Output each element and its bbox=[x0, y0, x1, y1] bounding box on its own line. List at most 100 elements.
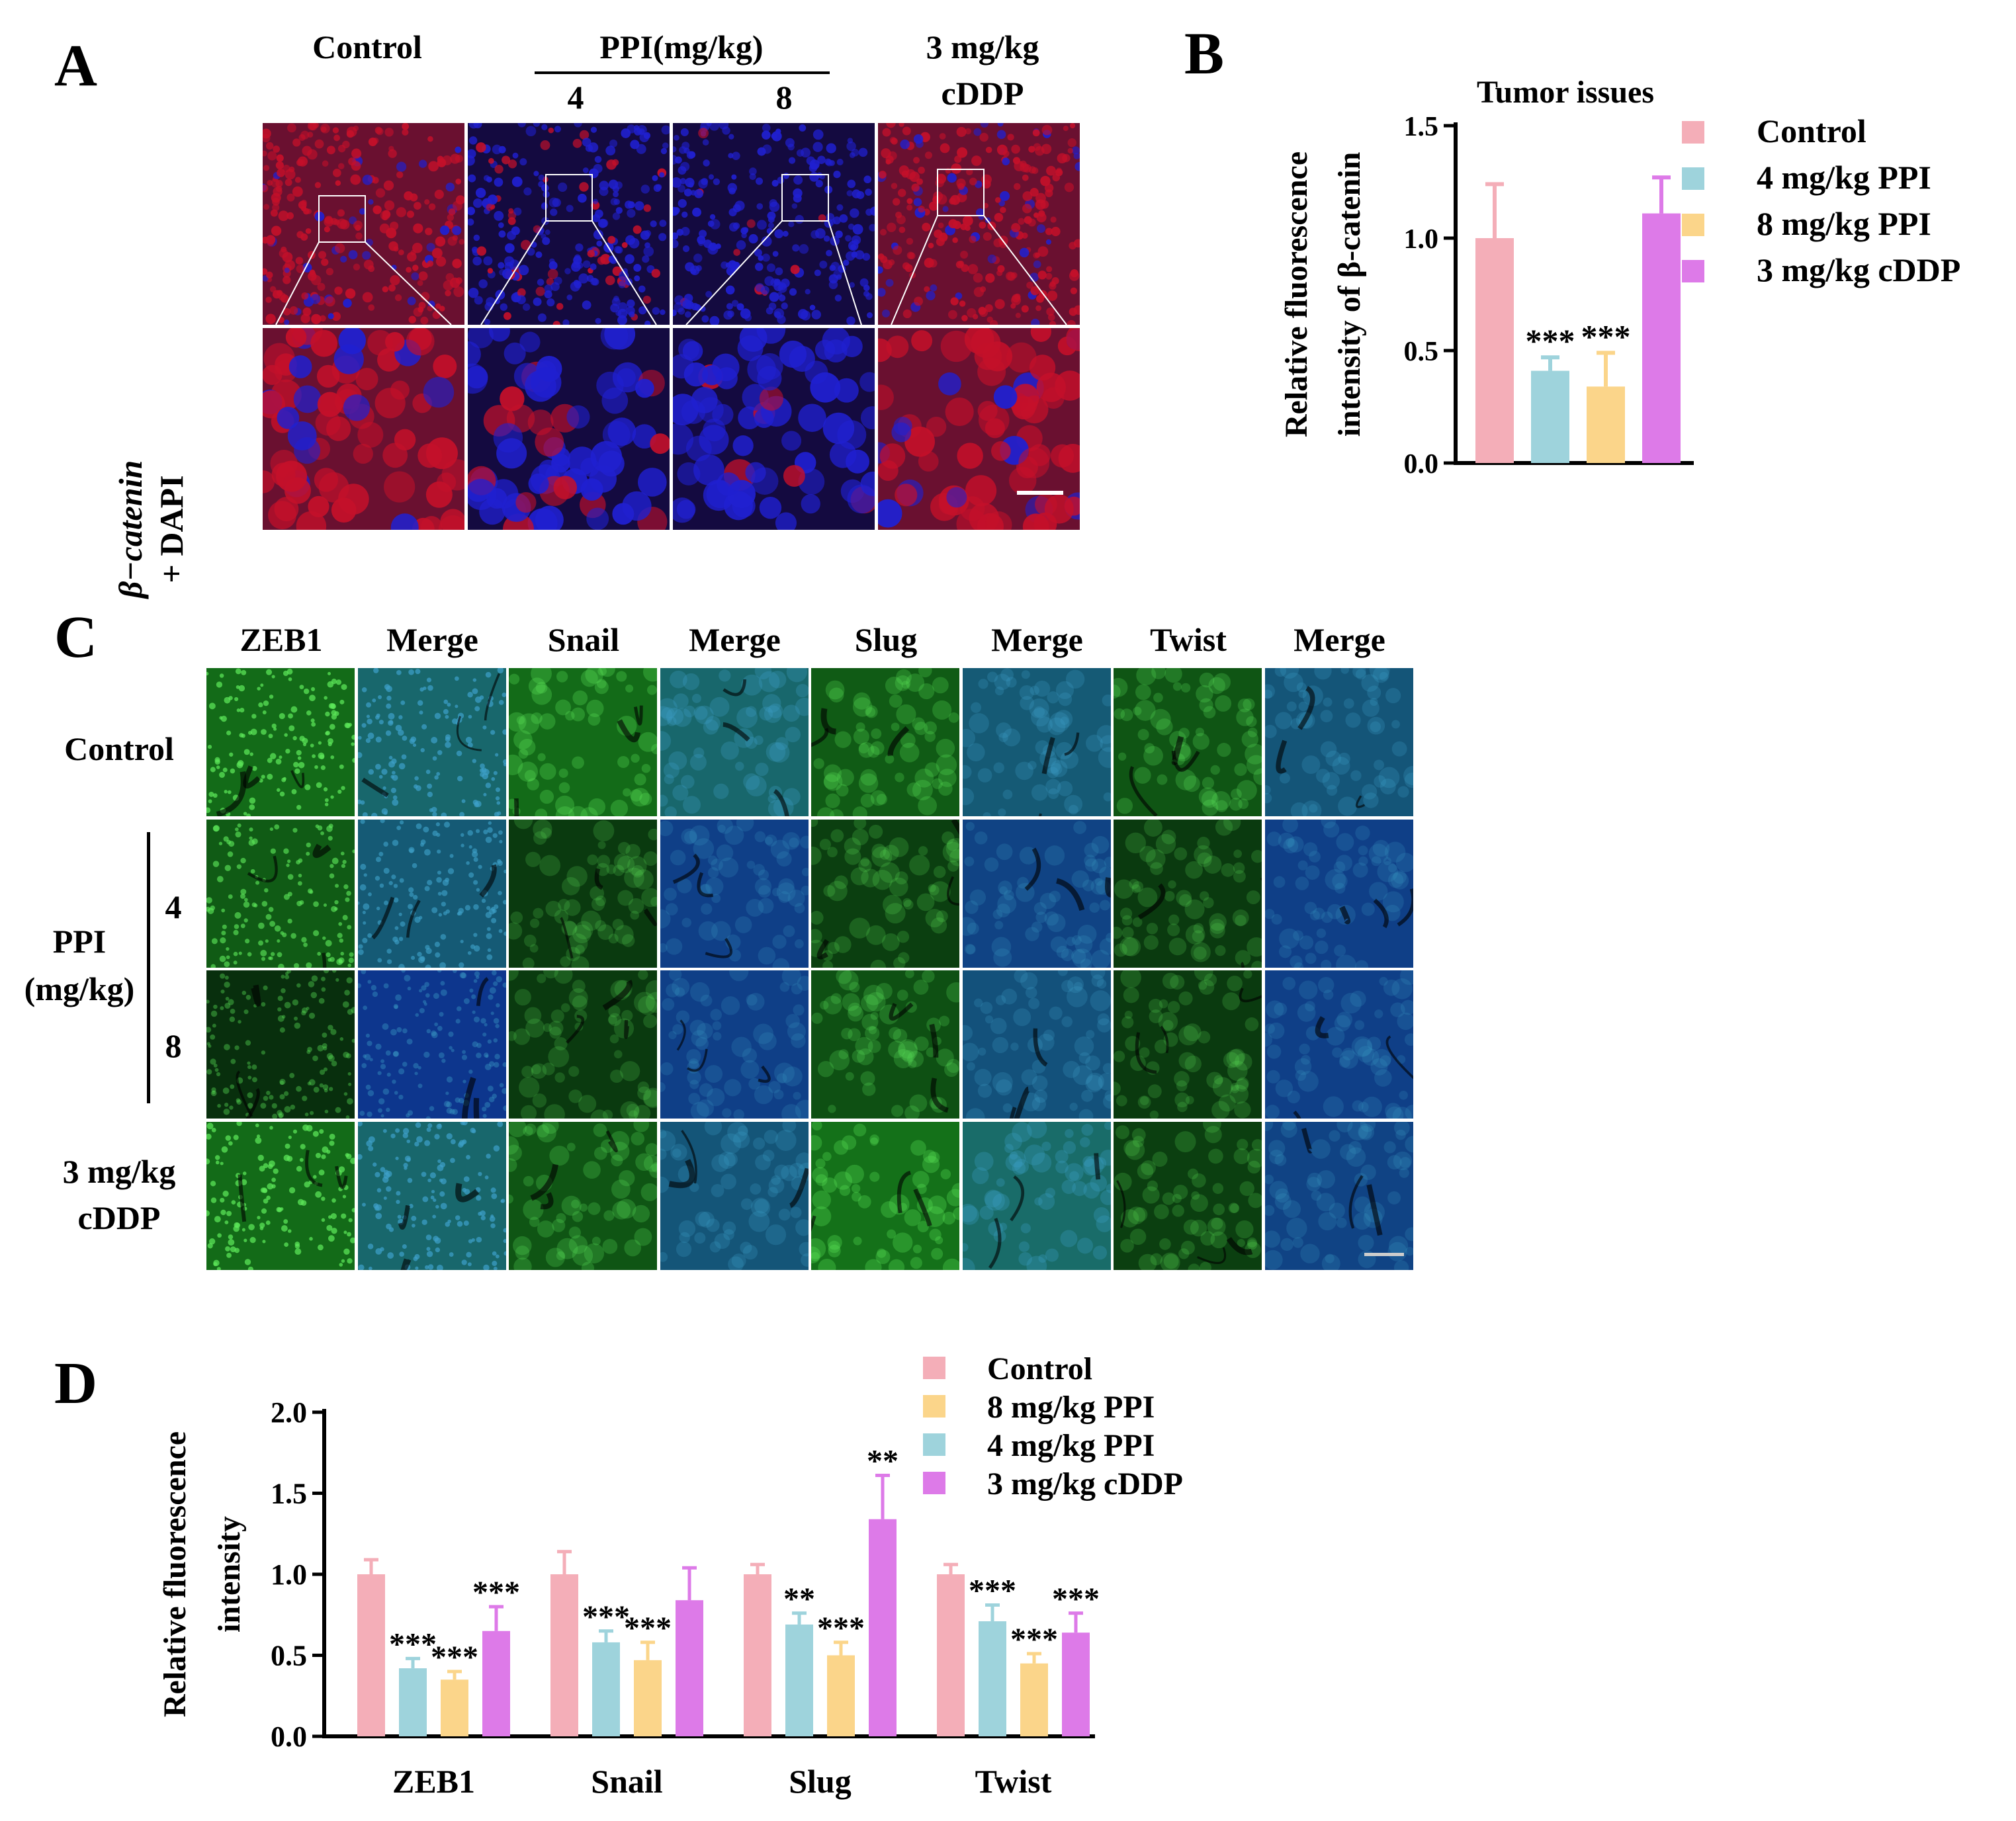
chart-d-bar bbox=[357, 1574, 385, 1736]
micrograph-c-r3-c4 bbox=[660, 970, 809, 1119]
chart-b-bar bbox=[1642, 213, 1681, 463]
micrograph-c-r4-c1 bbox=[206, 1121, 355, 1270]
chart-d-bar bbox=[676, 1600, 703, 1736]
chart-d-bar bbox=[441, 1679, 468, 1736]
micrograph-c-r3-c7 bbox=[1114, 970, 1262, 1119]
chart-d-ytick-label: 1.5 bbox=[271, 1478, 307, 1510]
micrograph-c-r2-c8 bbox=[1264, 819, 1413, 968]
chart-d-bar bbox=[550, 1574, 578, 1736]
chart-d-bar bbox=[744, 1574, 771, 1736]
panel-c-row-ppi-1: PPI bbox=[52, 923, 107, 960]
micrograph-c-r3-c2 bbox=[357, 970, 506, 1119]
chart-d-category-label: Slug bbox=[789, 1763, 852, 1800]
chart-d-annotation: *** bbox=[431, 1640, 478, 1675]
chart-d-annotation: *** bbox=[389, 1627, 437, 1662]
micrograph-c-r2-c4 bbox=[660, 819, 809, 968]
chart-d-bar bbox=[482, 1630, 510, 1736]
micrograph-a-r1-c4 bbox=[878, 123, 1080, 325]
chart-d-annotation: ** bbox=[867, 1444, 898, 1479]
micrograph-c-r2-c1 bbox=[206, 819, 355, 968]
micrograph-a-r2-c1 bbox=[263, 328, 464, 530]
chart-d-annotation: *** bbox=[969, 1574, 1016, 1609]
chart-d-annotation: *** bbox=[472, 1575, 520, 1610]
panel-a-header-cddp-1: 3 mg/kg bbox=[926, 28, 1039, 65]
chart-b-ytick-label: 1.5 bbox=[1404, 112, 1439, 142]
micrograph-a-r1-c1 bbox=[263, 123, 464, 325]
panel-c-header-4: Merge bbox=[689, 621, 781, 658]
chart-d-ytick-label: 1.0 bbox=[271, 1558, 307, 1591]
panel-a-row-label-line1: β−catenin bbox=[112, 460, 149, 599]
chart-d-bar bbox=[827, 1655, 855, 1736]
panel-c-header-6: Merge bbox=[991, 621, 1083, 658]
chart-d-legend-swatch bbox=[923, 1472, 945, 1494]
chart-d-ylabel-2: intensity bbox=[212, 1516, 247, 1632]
chart-d-annotation: *** bbox=[1010, 1622, 1058, 1657]
chart-d-annotation: *** bbox=[582, 1599, 630, 1634]
chart-d-bar bbox=[634, 1660, 662, 1736]
micrograph-a-r2-c3 bbox=[673, 328, 875, 530]
chart-b-legend-swatch bbox=[1682, 260, 1704, 282]
panel-a-row-label: β−catenin + DAPI bbox=[110, 460, 192, 599]
micrograph-c-r3-c5 bbox=[811, 970, 959, 1119]
panel-a-row-label-line2: + DAPI bbox=[153, 475, 190, 583]
chart-b-legend-label: 8 mg/kg PPI bbox=[1757, 205, 1931, 242]
chart-d-ytick-label: 2.0 bbox=[271, 1396, 307, 1429]
panel-label-a: A bbox=[54, 33, 97, 99]
panel-c-image-grid bbox=[206, 668, 1413, 1270]
chart-b-legend-label: 3 mg/kg cDDP bbox=[1757, 251, 1960, 288]
panel-c-row-ppi-8: 8 bbox=[165, 1027, 182, 1064]
chart-b-legend-swatch bbox=[1682, 214, 1704, 236]
panel-c-row-cddp-2: cDDP bbox=[77, 1199, 161, 1236]
chart-b: Tumor issues Relative fluorescence intensi… bbox=[1279, 75, 1960, 480]
panel-c-ppi-bracket bbox=[147, 832, 150, 1103]
panel-c-row-ppi-2: (mg/kg) bbox=[24, 970, 135, 1007]
panel-label-c: C bbox=[54, 605, 97, 670]
panel-c-row-cddp-1: 3 mg/kg bbox=[62, 1153, 176, 1190]
chart-d-category-label: Snail bbox=[591, 1763, 663, 1800]
micrograph-c-r4-c2 bbox=[357, 1121, 506, 1270]
chart-d-legend-swatch bbox=[923, 1357, 945, 1379]
panel-c-header-3: Snail bbox=[547, 621, 620, 658]
chart-d-bar bbox=[399, 1668, 427, 1736]
chart-d-bar bbox=[869, 1519, 897, 1736]
chart-b-legend-swatch bbox=[1682, 121, 1704, 144]
panel-a-header-cddp-2: cDDP bbox=[941, 75, 1024, 112]
chart-d-legend-label: 8 mg/kg PPI bbox=[987, 1390, 1155, 1425]
panel-a-image-grid bbox=[263, 123, 1080, 531]
chart-b-legend-label: 4 mg/kg PPI bbox=[1757, 159, 1931, 196]
panel-c-header-8: Merge bbox=[1293, 621, 1385, 658]
chart-d-legend-swatch bbox=[923, 1395, 945, 1418]
chart-d: Relative fluorescence intensity 0.0 0.5 1.0 1… bbox=[157, 1351, 1183, 1800]
micrograph-c-r4-c4 bbox=[660, 1121, 809, 1270]
micrograph-a-r2-c4 bbox=[878, 328, 1080, 530]
panel-c-row-ppi-4: 4 bbox=[165, 888, 182, 925]
chart-d-legend-label: 3 mg/kg cDDP bbox=[987, 1466, 1183, 1502]
micrograph-c-r4-c8 bbox=[1264, 1121, 1413, 1270]
micrograph-c-r2-c6 bbox=[962, 819, 1111, 968]
micrograph-c-r4-c7 bbox=[1114, 1121, 1262, 1270]
micrograph-c-r1-c3 bbox=[509, 668, 657, 816]
chart-d-bar bbox=[979, 1621, 1006, 1736]
chart-b-title: Tumor issues bbox=[1477, 75, 1654, 110]
micrograph-c-r3-c1 bbox=[206, 970, 355, 1119]
panel-c-header-7: Twist bbox=[1150, 621, 1227, 658]
micrograph-c-r4-c5 bbox=[811, 1121, 959, 1270]
chart-d-legend-label: 4 mg/kg PPI bbox=[987, 1428, 1155, 1463]
panel-label-d: D bbox=[54, 1351, 97, 1416]
micrograph-c-r3-c3 bbox=[509, 970, 657, 1119]
micrograph-a-r1-c3 bbox=[673, 123, 875, 325]
micrograph-c-r1-c2 bbox=[357, 668, 506, 816]
micrograph-c-r2-c7 bbox=[1114, 819, 1262, 968]
chart-d-annotation: *** bbox=[624, 1611, 672, 1646]
chart-d-ytick-label: 0.0 bbox=[271, 1720, 307, 1753]
chart-b-bar bbox=[1531, 370, 1569, 463]
chart-d-legend-swatch bbox=[923, 1433, 945, 1456]
chart-d-bar bbox=[785, 1624, 813, 1736]
micrograph-c-r2-c3 bbox=[509, 819, 657, 968]
micrograph-c-r1-c4 bbox=[660, 668, 809, 816]
micrograph-c-r3-c8 bbox=[1264, 970, 1413, 1119]
chart-d-bar bbox=[592, 1642, 620, 1736]
chart-d-bar bbox=[1062, 1632, 1090, 1736]
micrograph-a-r2-c2 bbox=[468, 328, 670, 530]
micrograph-c-r4-c3 bbox=[509, 1121, 657, 1270]
